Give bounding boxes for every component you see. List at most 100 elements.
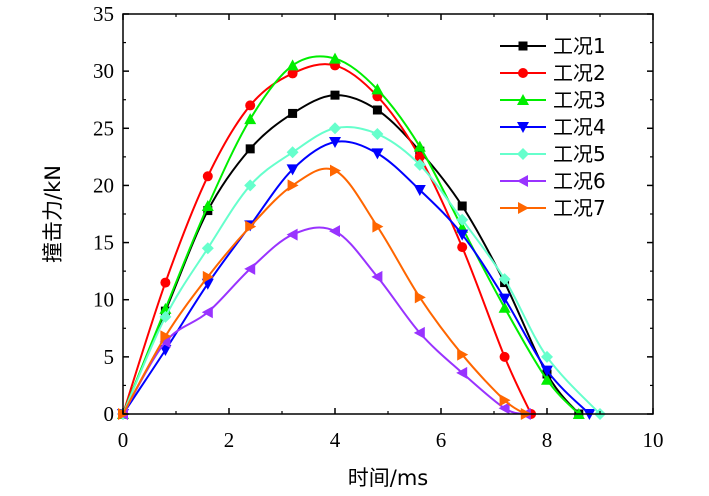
x-tick-label-0: 0 <box>118 428 129 452</box>
series-7-point-8 <box>457 348 469 361</box>
legend-marker-5 <box>517 148 529 160</box>
series-2-point-9 <box>499 351 510 362</box>
series-6-point-5 <box>329 225 340 238</box>
series-5-point-6 <box>371 128 384 140</box>
legend-item-1: 工况1 <box>500 34 606 58</box>
x-axis-title: 时间/ms <box>348 466 428 490</box>
series-4-point-4 <box>286 164 299 176</box>
legend-marker-3 <box>517 94 529 105</box>
x-tick-label-4: 8 <box>542 428 553 452</box>
series-2-point-4 <box>287 68 298 79</box>
series-3-point-6 <box>371 83 384 95</box>
series-3-point-5 <box>329 52 341 64</box>
legend-label-7: 工况7 <box>553 196 606 220</box>
y-tick-label-7: 35 <box>93 2 114 26</box>
legend-label-4: 工况4 <box>553 115 606 139</box>
series-3-point-3 <box>244 113 257 125</box>
series-2-line <box>122 63 533 415</box>
legend-label-2: 工况2 <box>553 61 606 85</box>
series-5-line <box>122 126 601 415</box>
series-7-point-1 <box>160 330 172 343</box>
series-6-point-6 <box>371 270 383 283</box>
series-7 <box>118 164 532 420</box>
x-tick-label-2: 4 <box>330 428 341 452</box>
y-tick-label-0: 0 <box>104 402 115 426</box>
series-2-point-3 <box>245 100 256 111</box>
series-6-point-3 <box>244 262 256 275</box>
legend-marker-4 <box>517 122 529 133</box>
x-tick-label-5: 10 <box>643 428 664 452</box>
series-6-point-9 <box>498 402 510 415</box>
series-4-point-7 <box>413 185 426 196</box>
series-1-point-3 <box>245 144 255 154</box>
series-6-point-7 <box>413 326 425 339</box>
legend-marker-2 <box>518 68 528 78</box>
legend-item-2: 工况2 <box>500 61 606 85</box>
series-1-point-4 <box>288 108 298 118</box>
series-7-point-9 <box>499 394 511 407</box>
series-4-point-5 <box>329 137 341 148</box>
series-3-line <box>122 55 580 415</box>
legend-label-3: 工况3 <box>553 88 606 112</box>
series-2-point-8 <box>457 242 468 253</box>
legend-item-6: 工况6 <box>500 169 606 193</box>
legend-item-3: 工况3 <box>500 88 606 112</box>
series-7-point-5 <box>330 164 341 177</box>
series-4-point-10 <box>541 365 553 377</box>
series-3-point-9 <box>498 301 511 313</box>
series-5-point-10 <box>541 350 553 363</box>
series-4-point-1 <box>159 345 172 356</box>
legend-item-4: 工况4 <box>500 115 606 139</box>
x-tick-label-1: 2 <box>224 428 235 452</box>
y-axis-title: 撞击力/kN <box>41 165 65 263</box>
y-tick-label-1: 5 <box>104 345 115 369</box>
series-4-line <box>122 140 591 415</box>
series-3 <box>117 52 585 419</box>
legend-label-1: 工况1 <box>553 34 606 58</box>
series-3-point-10 <box>541 373 553 385</box>
series-6-point-2 <box>201 306 213 319</box>
plot-layer <box>117 52 606 420</box>
y-tick-label-2: 10 <box>93 288 114 312</box>
series-2 <box>118 60 537 419</box>
series-4-point-8 <box>456 229 469 241</box>
series-1-point-8 <box>457 201 467 211</box>
series-3-point-7 <box>413 140 426 152</box>
series-7-point-7 <box>414 291 426 304</box>
series-5-point-7 <box>413 158 426 171</box>
series-4-point-6 <box>371 148 384 160</box>
legend-label-6: 工况6 <box>553 169 606 193</box>
series-7-point-2 <box>202 270 214 283</box>
y-tick-label-3: 15 <box>93 231 114 255</box>
series-6-point-8 <box>456 366 468 379</box>
series-5-point-3 <box>244 179 257 192</box>
series-2-point-1 <box>160 277 171 288</box>
series-7-point-4 <box>287 179 299 192</box>
series-7-point-6 <box>372 220 384 233</box>
series-7-point-3 <box>245 220 257 233</box>
series-3-point-2 <box>201 200 214 211</box>
series-1-point-6 <box>372 105 382 115</box>
series-6-point-4 <box>286 228 298 241</box>
axis-layer: 0 2 4 6 8 10 0 5 10 15 20 25 30 35 <box>93 2 664 452</box>
series-2-point-7 <box>414 151 425 162</box>
series-4-point-9 <box>498 293 511 305</box>
y-tick-label-6: 30 <box>93 59 114 83</box>
legend-item-5: 工况5 <box>500 142 606 166</box>
legend-marker-7 <box>518 202 529 214</box>
series-5-point-9 <box>498 273 511 286</box>
series-1-point-5 <box>330 90 340 100</box>
series-2-point-2 <box>202 171 213 182</box>
series-5-point-2 <box>201 242 214 255</box>
legend-marker-6 <box>517 175 528 187</box>
series-5-point-5 <box>329 122 341 135</box>
legend-label-5: 工况5 <box>553 142 606 166</box>
series-6 <box>117 225 531 420</box>
y-tick-label-4: 20 <box>93 173 114 197</box>
legend: 工况1 工况2 工况3 工况4 工况5 工况6 工况7 <box>500 34 606 220</box>
series-5-point-8 <box>456 213 469 226</box>
series-5-point-4 <box>286 146 299 159</box>
series-5-point-1 <box>159 310 172 323</box>
series-5 <box>117 122 606 420</box>
